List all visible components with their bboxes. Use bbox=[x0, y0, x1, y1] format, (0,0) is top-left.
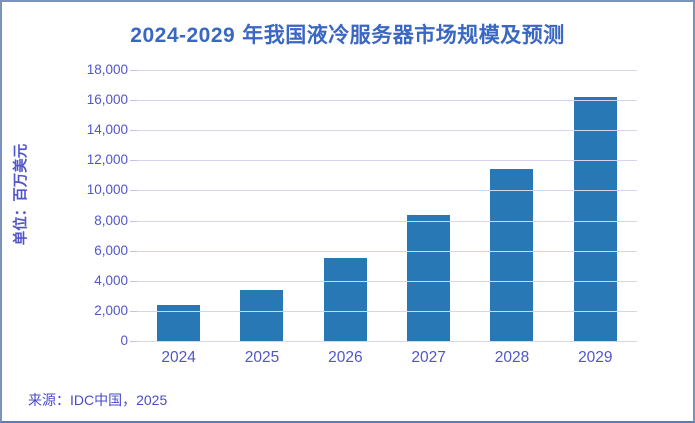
x-axis-label-2026: 2026 bbox=[328, 349, 363, 366]
y-tick-mark bbox=[130, 251, 137, 252]
gridline bbox=[137, 100, 637, 101]
bar-series bbox=[137, 70, 637, 341]
y-tick-label: 8,000 bbox=[94, 213, 128, 228]
gridline bbox=[137, 341, 637, 342]
gridline bbox=[137, 221, 637, 222]
gridline bbox=[137, 130, 637, 131]
bar-column-2024 bbox=[137, 70, 220, 341]
chart-title-year-range: 2024-2029 bbox=[130, 24, 236, 47]
x-axis-label-2029: 2029 bbox=[578, 349, 613, 366]
source-note: 来源：IDC中国，2025 bbox=[28, 392, 168, 408]
bar-2029 bbox=[573, 97, 617, 341]
y-tick-mark bbox=[130, 221, 137, 222]
x-axis-label-2024: 2024 bbox=[161, 349, 196, 366]
bar-2028 bbox=[490, 169, 534, 341]
y-tick-mark bbox=[130, 190, 137, 191]
gridline bbox=[137, 251, 637, 252]
gridline bbox=[137, 311, 637, 312]
x-axis-label-2025: 2025 bbox=[244, 349, 280, 366]
y-tick-label: 0 bbox=[120, 333, 128, 348]
bar-column-2028 bbox=[470, 70, 553, 341]
y-axis-tick-labels: 0 2,000 4,000 6,000 8,000 10,000 12,000 14,000 1… bbox=[2, 62, 128, 348]
bar-column-2025 bbox=[220, 70, 303, 341]
y-tick-label: 10,000 bbox=[86, 182, 128, 197]
y-tick-mark bbox=[130, 341, 137, 342]
gridline bbox=[137, 281, 637, 282]
chart-title: 2024-2029 年我国液冷服务器市场规模及预测 bbox=[2, 19, 693, 49]
y-tick-label: 16,000 bbox=[86, 92, 128, 107]
gridline bbox=[137, 190, 637, 191]
bar-2027 bbox=[407, 215, 451, 341]
y-tick-label: 14,000 bbox=[86, 122, 128, 137]
bar-column-2026 bbox=[304, 70, 387, 341]
y-tick-mark bbox=[130, 311, 137, 312]
y-tick-mark bbox=[130, 130, 137, 131]
y-tick-label: 18,000 bbox=[86, 62, 128, 77]
bar-column-2027 bbox=[387, 70, 470, 341]
bar-2025 bbox=[240, 290, 284, 341]
x-axis-label-2027: 2027 bbox=[411, 349, 446, 366]
y-tick-label: 4,000 bbox=[94, 273, 128, 288]
y-tick-mark bbox=[130, 100, 137, 101]
y-tick-mark bbox=[130, 281, 137, 282]
y-tick-label: 2,000 bbox=[94, 303, 128, 318]
plot-area bbox=[130, 70, 637, 342]
y-tick-mark bbox=[130, 70, 137, 71]
y-tick-label: 12,000 bbox=[86, 152, 128, 167]
bar-column-2029 bbox=[554, 70, 637, 341]
x-axis-labels: 2024 2025 2026 2027 2028 2029 bbox=[137, 349, 637, 367]
y-tick-label: 6,000 bbox=[94, 243, 128, 258]
chart-title-text: 年我国液冷服务器市场规模及预测 bbox=[242, 23, 565, 47]
gridline bbox=[137, 160, 637, 161]
bar-2026 bbox=[323, 258, 367, 341]
y-tick-mark bbox=[130, 160, 137, 161]
x-axis-label-2028: 2028 bbox=[494, 349, 530, 366]
gridline bbox=[137, 70, 637, 71]
